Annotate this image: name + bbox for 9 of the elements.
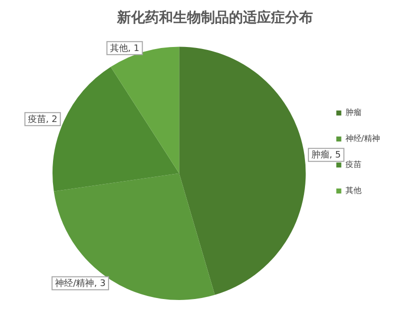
legend-label: 肿瘤	[345, 108, 362, 118]
legend-label: 神经/精神	[345, 134, 380, 144]
data-label: 其他, 1	[110, 42, 140, 54]
chart-title: 新化药和生物制品的适应症分布	[116, 9, 313, 26]
data-label: 神经/精神, 3	[55, 278, 106, 290]
data-label: 疫苗, 2	[28, 114, 58, 125]
legend-label: 疫苗	[345, 160, 362, 170]
legend-label: 其他	[345, 186, 362, 196]
data-label: 肿瘤, 5	[311, 150, 341, 161]
